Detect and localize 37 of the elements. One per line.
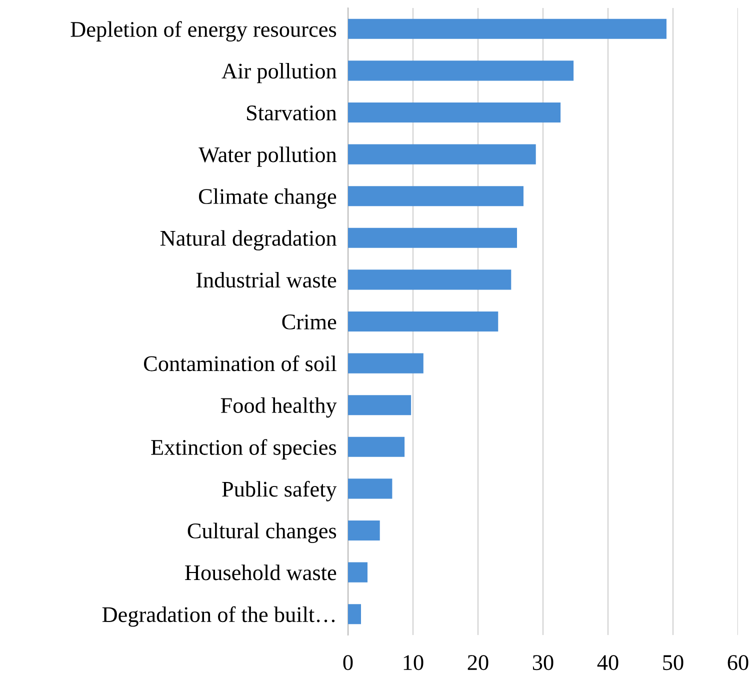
bar: [348, 395, 412, 416]
bar: [348, 102, 561, 123]
x-tick-label: 40: [597, 655, 618, 670]
bar: [348, 60, 574, 81]
y-tick-label: Starvation: [247, 105, 337, 120]
y-tick-label: Air pollution: [222, 62, 337, 84]
y-tick-label: Crime: [282, 314, 336, 330]
y-tick-label: Food healthy: [220, 397, 337, 418]
x-tick-label: 10: [404, 655, 424, 670]
y-tick-label: Cultural changes: [188, 522, 336, 544]
y-tick-label: Depletion of energy resources: [70, 21, 336, 42]
y-tick-label: Public safety: [222, 480, 337, 502]
bar: [348, 562, 368, 582]
bar: [348, 144, 536, 164]
bar: [348, 604, 361, 624]
y-tick-label: Household waste: [185, 564, 336, 580]
bar: [348, 270, 512, 290]
x-tick-label: 30: [532, 655, 554, 670]
x-tick-label: 60: [728, 655, 748, 670]
y-tick-label: Degradation of the built…: [102, 606, 335, 627]
bar: [348, 18, 666, 39]
bar: [348, 228, 517, 248]
bar: [348, 478, 392, 499]
y-tick-label: Natural degradation: [160, 230, 337, 250]
bar: [348, 353, 424, 374]
y-tick-label: Climate change: [198, 188, 336, 209]
bar: [348, 520, 380, 541]
y-tick-label: Industrial waste: [196, 272, 336, 288]
x-tick-label: 20: [468, 655, 488, 670]
x-tick-label: 50: [663, 655, 684, 670]
y-tick-label: Contamination of soil: [144, 355, 336, 372]
bar: [348, 311, 498, 332]
y-tick-label: Water pollution: [198, 146, 337, 167]
y-tick-label: Extinction of species: [151, 439, 336, 460]
x-tick-label: 0: [343, 655, 353, 670]
bar: [348, 436, 405, 457]
bar: [348, 186, 524, 206]
